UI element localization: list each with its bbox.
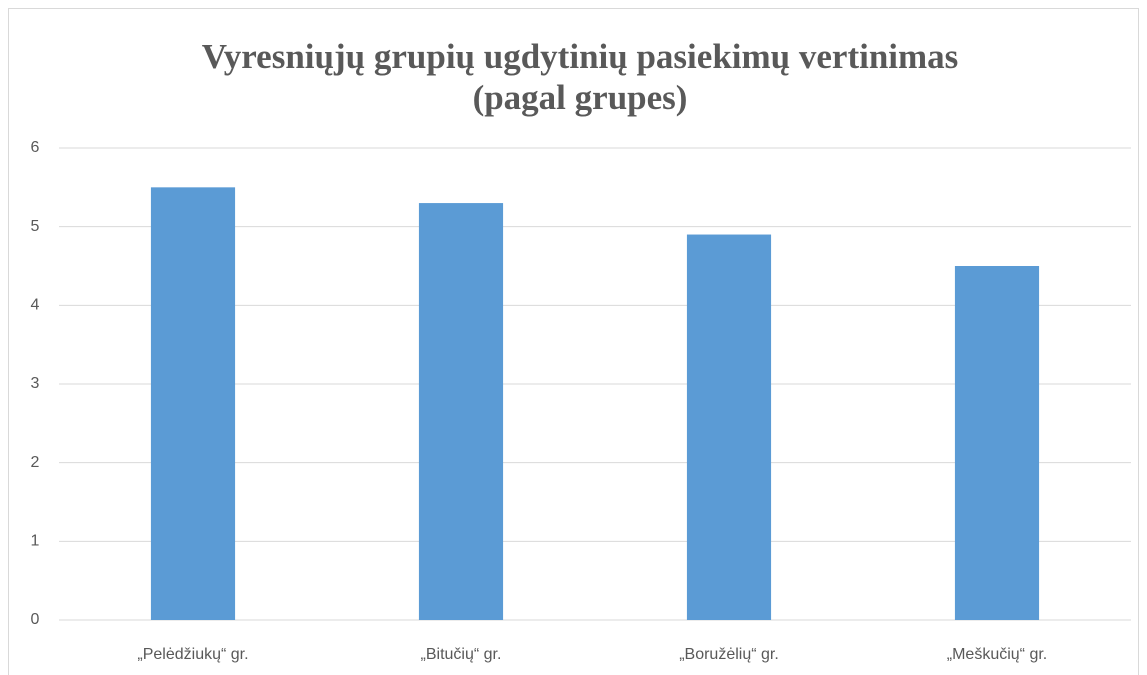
x-tick-label: „Boružėlių“ gr. — [679, 646, 779, 663]
x-tick-label: „Bitučių“ gr. — [421, 646, 502, 663]
y-tick-label: 0 — [31, 611, 40, 628]
chart-title: (pagal grupes) — [473, 78, 688, 117]
y-tick-label: 6 — [31, 139, 40, 156]
y-tick-label: 1 — [31, 533, 40, 550]
bar — [686, 234, 772, 621]
x-tick-label: „Pelėdžiukų“ gr. — [137, 646, 248, 663]
x-tick-label: „Meškučių“ gr. — [947, 646, 1047, 663]
bar — [150, 187, 236, 621]
bar — [954, 266, 1040, 620]
y-tick-label: 3 — [31, 375, 40, 392]
chart-title: Vyresniųjų grupių ugdytinių pasiekimų ve… — [202, 37, 959, 76]
bar — [418, 203, 504, 621]
y-tick-label: 5 — [31, 218, 40, 235]
y-tick-label: 2 — [31, 454, 40, 471]
y-tick-label: 4 — [31, 297, 40, 314]
